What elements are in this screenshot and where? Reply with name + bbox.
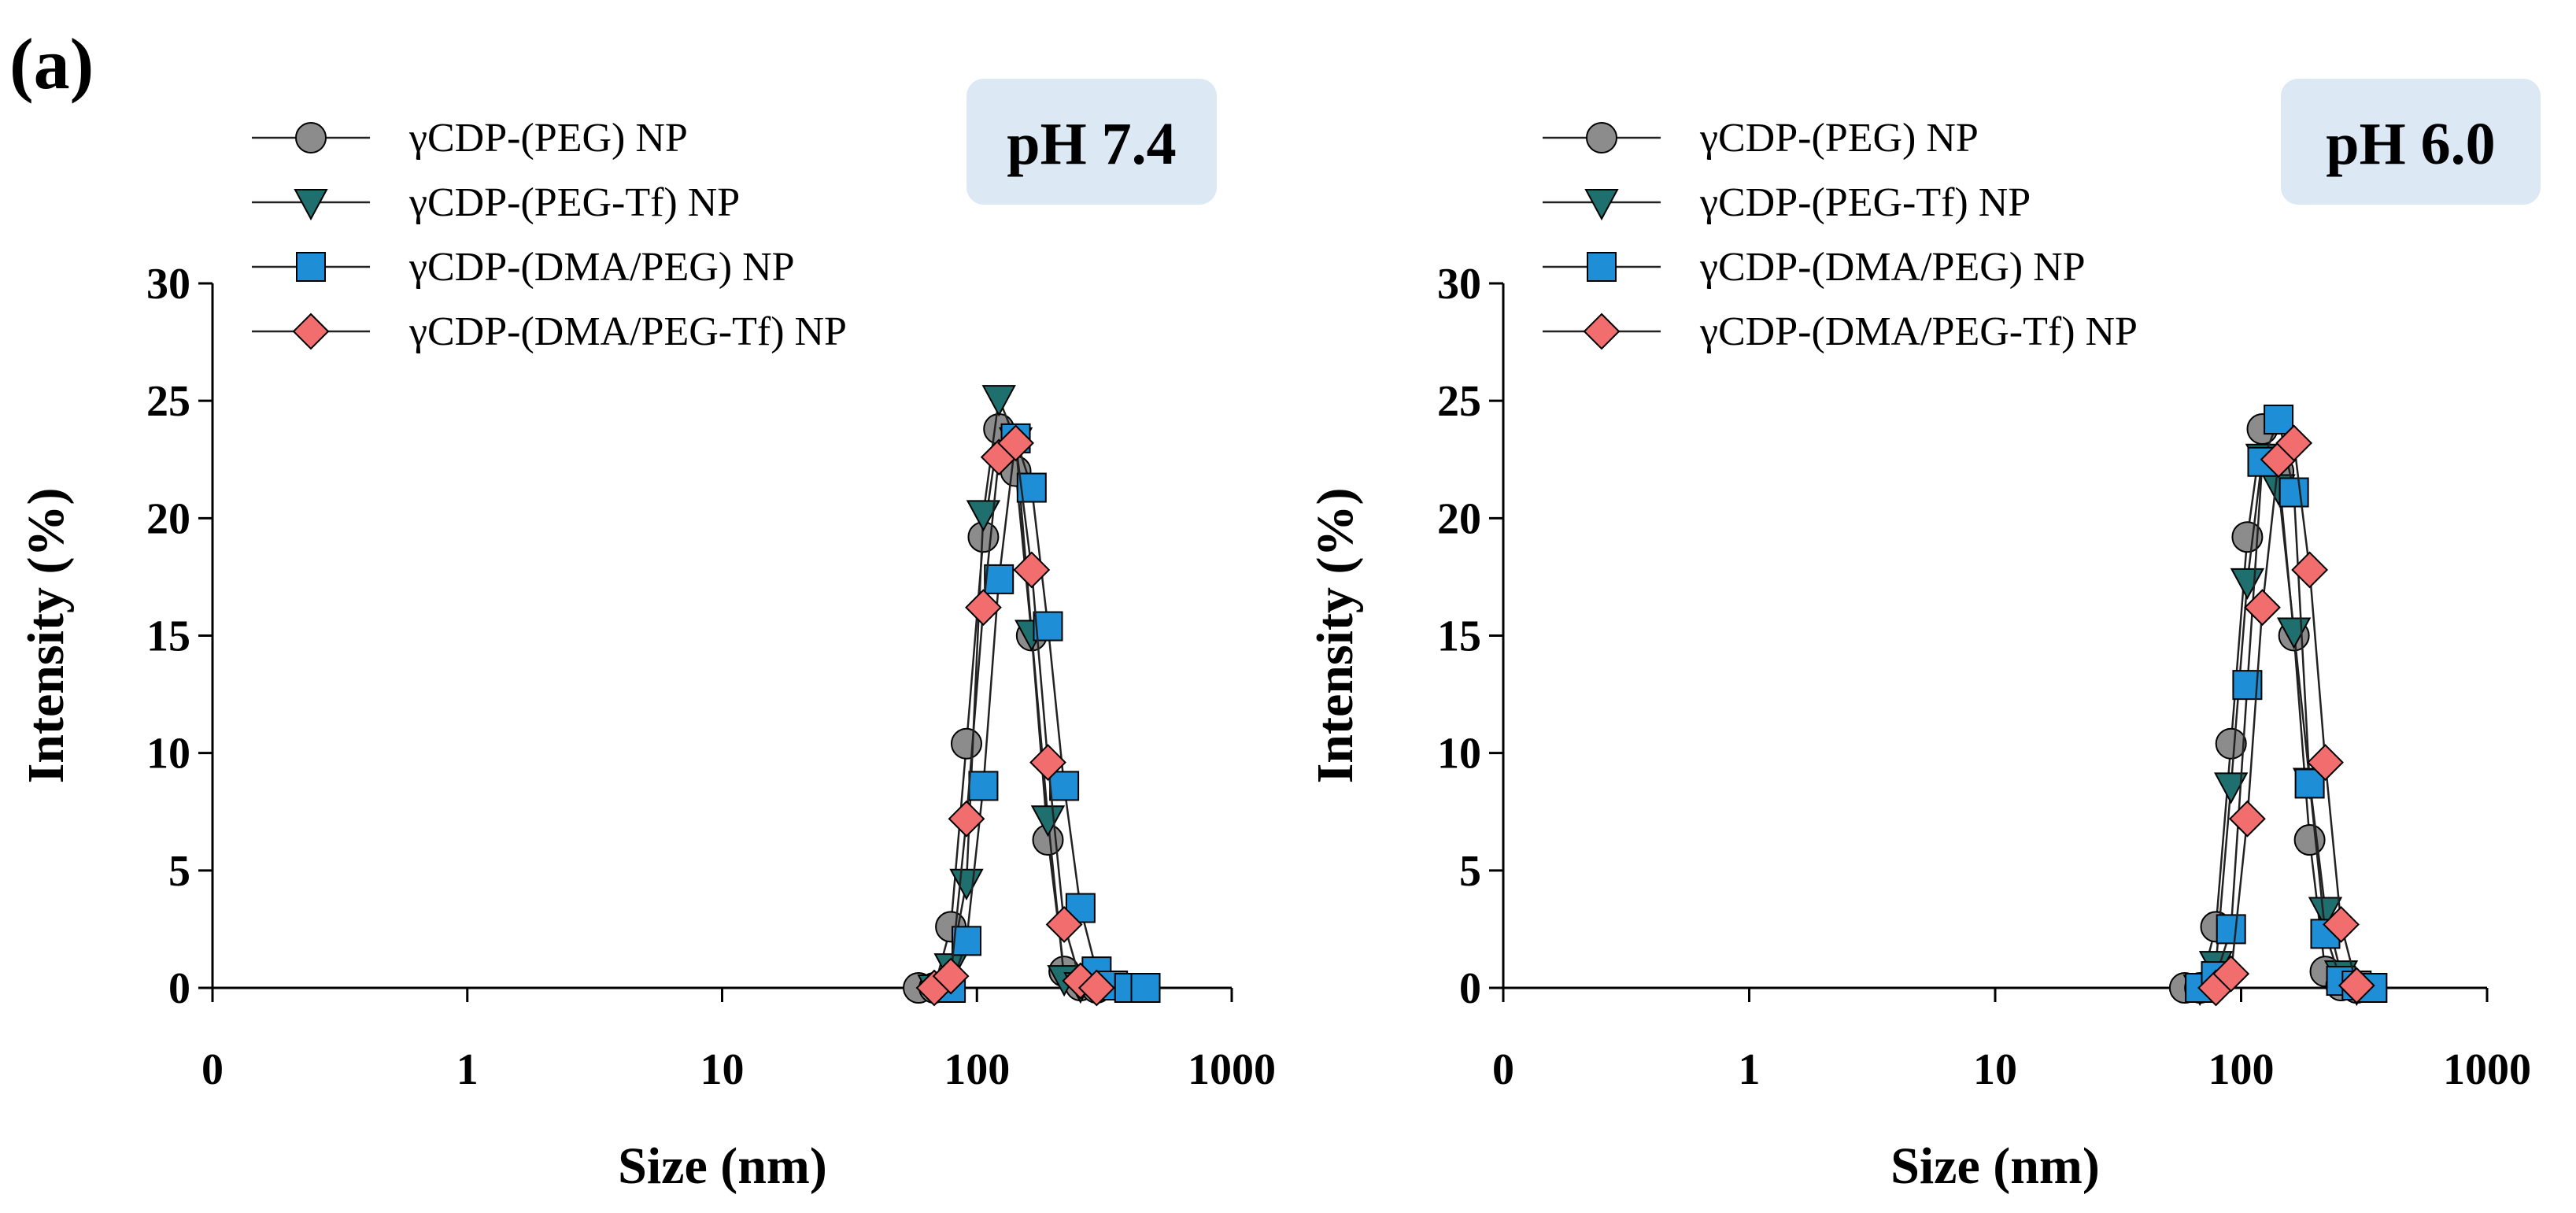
data-point [948, 800, 985, 838]
data-point [1077, 969, 1115, 1007]
x-axis-title: Size (nm) [618, 1137, 827, 1195]
data-point [997, 424, 1034, 462]
y-tick-label: 15 [1437, 612, 1481, 661]
legend-marker [295, 122, 327, 153]
data-point [2228, 800, 2266, 838]
ph-badge [2281, 79, 2541, 205]
figure-panel-label: (a) [9, 24, 94, 104]
data-point [2275, 424, 2313, 462]
x-tick-label: 1000 [2443, 1045, 2531, 1094]
data-point [2244, 589, 2281, 627]
chart-panel-2: pH 6.0 0 5 10 15 20 25 30 0 1 10 100 1000 Size (nm) In… [1306, 79, 2541, 1195]
data-point [981, 385, 1016, 417]
series-diamond [915, 424, 1115, 1007]
y-tick-label: 10 [1437, 730, 1481, 778]
data-point [2307, 744, 2344, 782]
legend-label: γCDP-(DMA/PEG-Tf) NP [1699, 309, 2138, 354]
y-tick-label: 20 [146, 494, 190, 543]
legend-marker [292, 312, 330, 350]
legend-label: γCDP-(DMA/PEG) NP [408, 245, 795, 290]
y-tick-label: 5 [1459, 847, 1481, 896]
data-point [2214, 772, 2249, 804]
data-point [1130, 973, 1161, 1003]
y-axis-title: Intensity (%) [1306, 488, 1364, 784]
y-tick-label: 25 [146, 377, 190, 426]
legend-label: γCDP-(DMA/PEG) NP [1699, 245, 2086, 290]
legend-marker [1584, 189, 1619, 221]
legend-label: γCDP-(PEG) NP [1699, 116, 1979, 161]
data-point [2215, 727, 2247, 760]
chart-title: pH 6.0 [2326, 111, 2495, 177]
x-axis-title: Size (nm) [1890, 1137, 2100, 1195]
y-tick-label: 0 [168, 964, 190, 1013]
data-point [951, 926, 981, 956]
legend: γCDP-(PEG) NP γCDP-(PEG-Tf) NP γCDP-(DMA/P… [252, 116, 847, 354]
y-tick-label: 30 [1437, 260, 1481, 309]
x-tick-label: 0 [201, 1045, 224, 1094]
data-point [2216, 914, 2246, 945]
legend-label: γCDP-(PEG-Tf) NP [408, 180, 740, 225]
data-point [984, 564, 1015, 594]
data-point [966, 500, 1001, 532]
y-tick-label: 15 [146, 612, 190, 661]
legend: γCDP-(PEG) NP γCDP-(PEG-Tf) NP γCDP-(DMA/P… [1543, 116, 2138, 354]
data-point [1030, 805, 1066, 838]
y-tick-label: 30 [146, 260, 190, 309]
data-point [2308, 897, 2343, 929]
y-tick-label: 25 [1437, 377, 1481, 426]
data-point [2323, 906, 2360, 943]
x-tick-label: 1 [456, 1045, 479, 1094]
x-tick-label: 0 [1492, 1045, 1514, 1094]
series-square [936, 423, 1161, 1003]
ph-badge [966, 79, 1217, 205]
x-tick-label: 10 [1973, 1045, 2017, 1094]
data-point [2278, 477, 2309, 508]
data-point [2264, 405, 2294, 435]
x-tick-label: 1000 [1188, 1045, 1276, 1094]
legend-label: γCDP-(PEG-Tf) NP [1699, 180, 2031, 225]
y-tick-label: 20 [1437, 494, 1481, 543]
y-tick-label: 0 [1459, 964, 1481, 1013]
legend-marker [1587, 252, 1617, 282]
legend-label: γCDP-(PEG) NP [408, 116, 688, 161]
chart-title: pH 7.4 [1007, 111, 1176, 177]
data-point [950, 727, 982, 760]
data-point [2212, 955, 2250, 993]
legend-marker [1586, 122, 1617, 153]
data-point [968, 771, 999, 801]
x-tick-label: 100 [2208, 1045, 2275, 1094]
data-point [932, 957, 970, 995]
legend-marker [296, 252, 326, 282]
data-point [2231, 521, 2264, 553]
x-tick-label: 10 [700, 1045, 745, 1094]
y-axis-title: Intensity (%) [17, 488, 75, 784]
y-tick-label: 10 [146, 730, 190, 778]
data-point [965, 589, 1002, 627]
data-point [2293, 824, 2326, 856]
chart-panel-1: pH 7.4 0 5 10 15 20 25 30 0 1 10 100 1000 Size (nm) In… [17, 79, 1276, 1195]
x-tick-label: 1 [1739, 1045, 1761, 1094]
data-point [1049, 771, 1080, 801]
data-point [2291, 551, 2329, 589]
series-diamond [2197, 424, 2375, 1007]
data-point [1013, 551, 1051, 589]
legend-marker [1583, 312, 1621, 350]
data-point [1029, 744, 1066, 782]
data-point [1045, 906, 1083, 943]
legend-marker [294, 189, 328, 221]
data-point [2338, 967, 2375, 1004]
legend-label: γCDP-(DMA/PEG-Tf) NP [408, 309, 847, 354]
data-point [1033, 611, 1063, 642]
x-tick-label: 100 [944, 1045, 1010, 1094]
y-tick-label: 5 [168, 847, 190, 896]
